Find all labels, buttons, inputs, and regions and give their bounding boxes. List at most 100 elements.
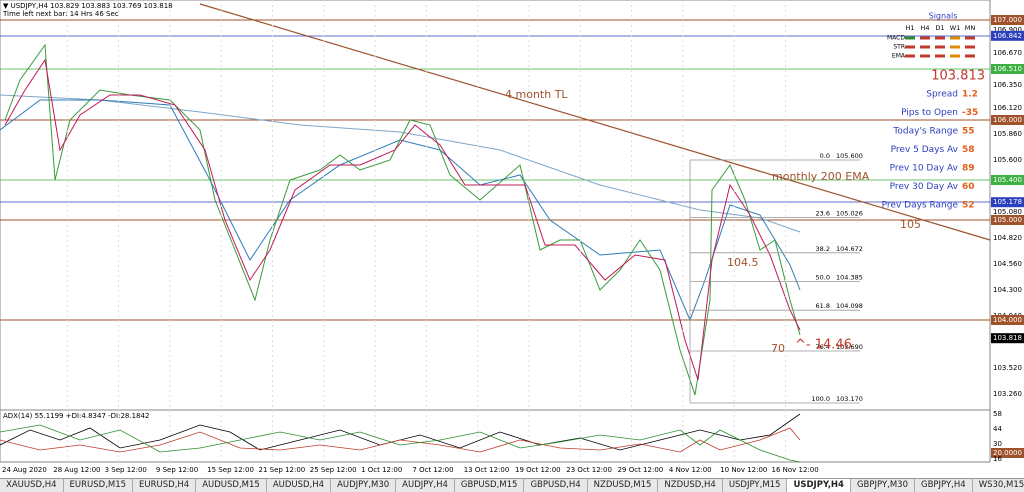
annotation: 70 <box>771 342 785 355</box>
signal-column: H1 <box>905 24 914 32</box>
date-label: 13 Oct 12:00 <box>464 466 510 474</box>
price-box <box>991 197 1024 208</box>
stat-value: 60 <box>962 182 975 192</box>
signal-cell <box>965 45 975 49</box>
date-label: 23 Oct 12:00 <box>566 466 612 474</box>
signal-cell <box>905 54 915 58</box>
price-label: 105.600 <box>993 156 1022 164</box>
tab[interactable]: WS30,M15 <box>973 479 1024 492</box>
price-label: 105.860 <box>993 130 1022 138</box>
stat-label: Prev 5 Days Av <box>891 145 959 155</box>
signal-cell <box>920 45 930 49</box>
price-label: 106.510 <box>993 65 1022 73</box>
adx-label: ADX(14) 55.1199 +DI:4.8347 -DI:28.1842 <box>3 412 149 420</box>
fib-level: 23.6 <box>816 209 830 217</box>
stat-value: 58 <box>962 145 975 155</box>
annotation: 105 <box>900 218 921 231</box>
signal-row: EMA <box>892 53 906 60</box>
fib-price: 104.672 <box>836 245 863 253</box>
price-label: 103.260 <box>993 390 1022 398</box>
tab[interactable]: AUDJPY,H4 <box>396 479 455 492</box>
fib-price: 104.098 <box>836 302 863 310</box>
stat-label: Prev Days Range <box>882 201 959 211</box>
time-axis: 24 Aug 2020 28 Aug 12:00 3 Sep 12:00 9 Sep … <box>2 0 819 474</box>
price-label: 105.400 <box>993 176 1022 184</box>
tab[interactable]: EURUSD,H4 <box>133 479 197 492</box>
price-box <box>991 315 1024 325</box>
tab[interactable]: NZDUSD,M15 <box>588 479 659 492</box>
price-box <box>991 64 1024 74</box>
price-box <box>991 175 1024 185</box>
fib-price: 103.170 <box>836 395 863 403</box>
signal-column: D1 <box>935 24 944 32</box>
signal-cell <box>905 36 915 40</box>
signal-row: MACD <box>887 35 905 42</box>
stat-value: -35 <box>962 108 978 118</box>
stat-label: Prev 10 Day Av <box>890 164 959 174</box>
fib-level: 38.2 <box>816 245 830 253</box>
bar-timer: Time left next bar: 14 Hrs 46 Sec <box>2 10 119 18</box>
fib-level: 0.0 <box>820 152 830 160</box>
tab[interactable]: NZDUSD,H4 <box>658 479 723 492</box>
price-label: 103.818 <box>993 334 1022 342</box>
tab[interactable]: GBPJPY,M30 <box>851 479 915 492</box>
adx-axis-label: 20.0000 <box>993 449 1022 457</box>
price-label: 106.670 <box>993 49 1022 57</box>
price-label: 104.300 <box>993 286 1022 294</box>
stat-value: 89 <box>962 164 975 174</box>
date-label: 7 Oct 12:00 <box>412 466 453 474</box>
adx-box <box>991 448 1024 458</box>
stat-label: Today's Range <box>892 127 958 137</box>
fib-price: 105.026 <box>836 209 863 217</box>
tab-bar: XAUUSD,H4 EURUSD,M15 EURUSD,H4 AUDUSD,M15 AU… <box>0 478 1024 492</box>
stat-label: Pips to Open <box>901 108 958 118</box>
di-minus <box>0 427 801 453</box>
tab[interactable]: AUDUSD,H4 <box>267 479 332 492</box>
signal-column: MN <box>965 24 976 32</box>
date-label: 10 Nov 12:00 <box>720 466 767 474</box>
date-label: 29 Oct 12:00 <box>618 466 664 474</box>
price-label: 107.000 <box>993 16 1022 24</box>
stat-value: 55 <box>962 127 975 137</box>
signal-cell <box>920 54 930 58</box>
price-label: 104.820 <box>993 234 1022 242</box>
tab[interactable]: AUDJPY,M30 <box>331 479 397 492</box>
fib-level: 50.0 <box>816 274 830 282</box>
tab[interactable]: GBPUSD,M15 <box>455 479 525 492</box>
plot-frame <box>0 0 991 463</box>
tab[interactable]: EURUSD,M15 <box>64 479 134 492</box>
tab[interactable]: GBPUSD,H4 <box>524 479 588 492</box>
ema-200 <box>0 94 801 233</box>
chart-window: 0.0 105.600 23.6 105.026 38.2 104.672 50.0 104.… <box>0 0 1024 474</box>
signal-cell <box>950 36 960 40</box>
price-label: 106.120 <box>993 104 1022 112</box>
fib-levels: 0.0 105.600 23.6 105.026 38.2 104.672 50.0 104.… <box>690 152 863 404</box>
price-label: 104.000 <box>993 316 1022 324</box>
tab[interactable]: USDJPY,H4 <box>787 479 851 492</box>
fib-price: 105.600 <box>836 152 863 160</box>
price-label: 105.178 <box>993 198 1022 206</box>
signals-title: Signals <box>929 12 958 21</box>
date-label: 25 Sep 12:00 <box>310 466 357 474</box>
tab[interactable]: USDJPY,M15 <box>723 479 788 492</box>
tab[interactable]: AUDUSD,M15 <box>196 479 267 492</box>
price-label: 106.900 <box>993 26 1022 34</box>
signal-cell <box>935 36 945 40</box>
stat-value: 52 <box>962 201 975 211</box>
price-box <box>991 15 1024 25</box>
price-box <box>991 215 1024 225</box>
ma-fast <box>4 58 801 381</box>
tab[interactable]: GBPJPY,H4 <box>915 479 973 492</box>
price-label: 104.560 <box>993 260 1022 268</box>
price-label: 105.080 <box>993 208 1022 216</box>
fib-price: 104.385 <box>836 274 863 282</box>
adx-axis-label: 16 <box>993 455 1002 463</box>
annotation: 4 month TL <box>505 88 568 101</box>
annotation: 104.5 <box>727 256 759 269</box>
signal-cell <box>905 45 915 49</box>
tab[interactable]: XAUUSD,H4 <box>0 479 64 492</box>
signal-cell <box>950 45 960 49</box>
price-box <box>991 333 1024 344</box>
